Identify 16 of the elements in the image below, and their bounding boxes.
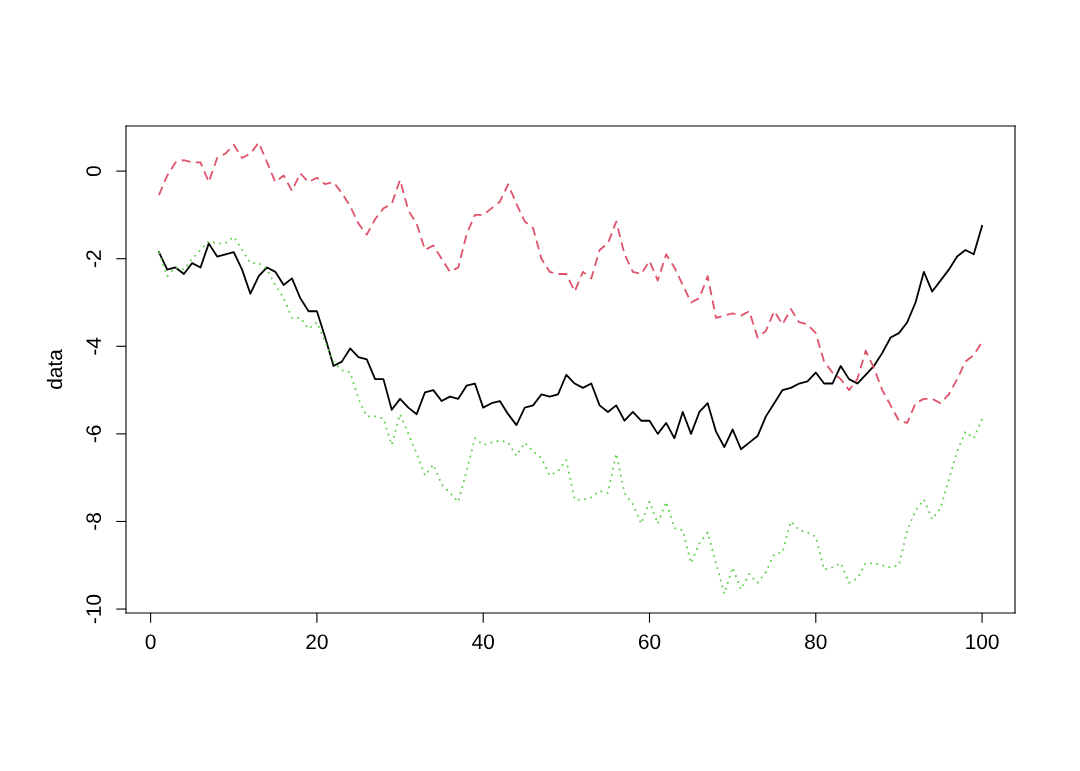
y-tick-label: -8 [86, 513, 102, 530]
y-tick-label: 0 [86, 166, 102, 177]
y-axis-title: data [46, 349, 63, 389]
y-tick-label: -2 [86, 250, 101, 268]
x-tick-label: 0 [145, 634, 156, 650]
x-tick-label: 60 [638, 634, 661, 650]
x-tick-label: 80 [805, 634, 827, 650]
x-tick-label: 20 [306, 634, 328, 650]
x-tick-label: 100 [966, 634, 999, 650]
y-tick-label: -4 [86, 337, 101, 355]
x-tick-label: 40 [472, 634, 494, 650]
line-series [158, 235, 983, 595]
y-tick-label: -6 [86, 425, 102, 443]
y-tick-label: -10 [86, 594, 102, 624]
line-series [158, 224, 983, 451]
line-series [158, 141, 983, 424]
